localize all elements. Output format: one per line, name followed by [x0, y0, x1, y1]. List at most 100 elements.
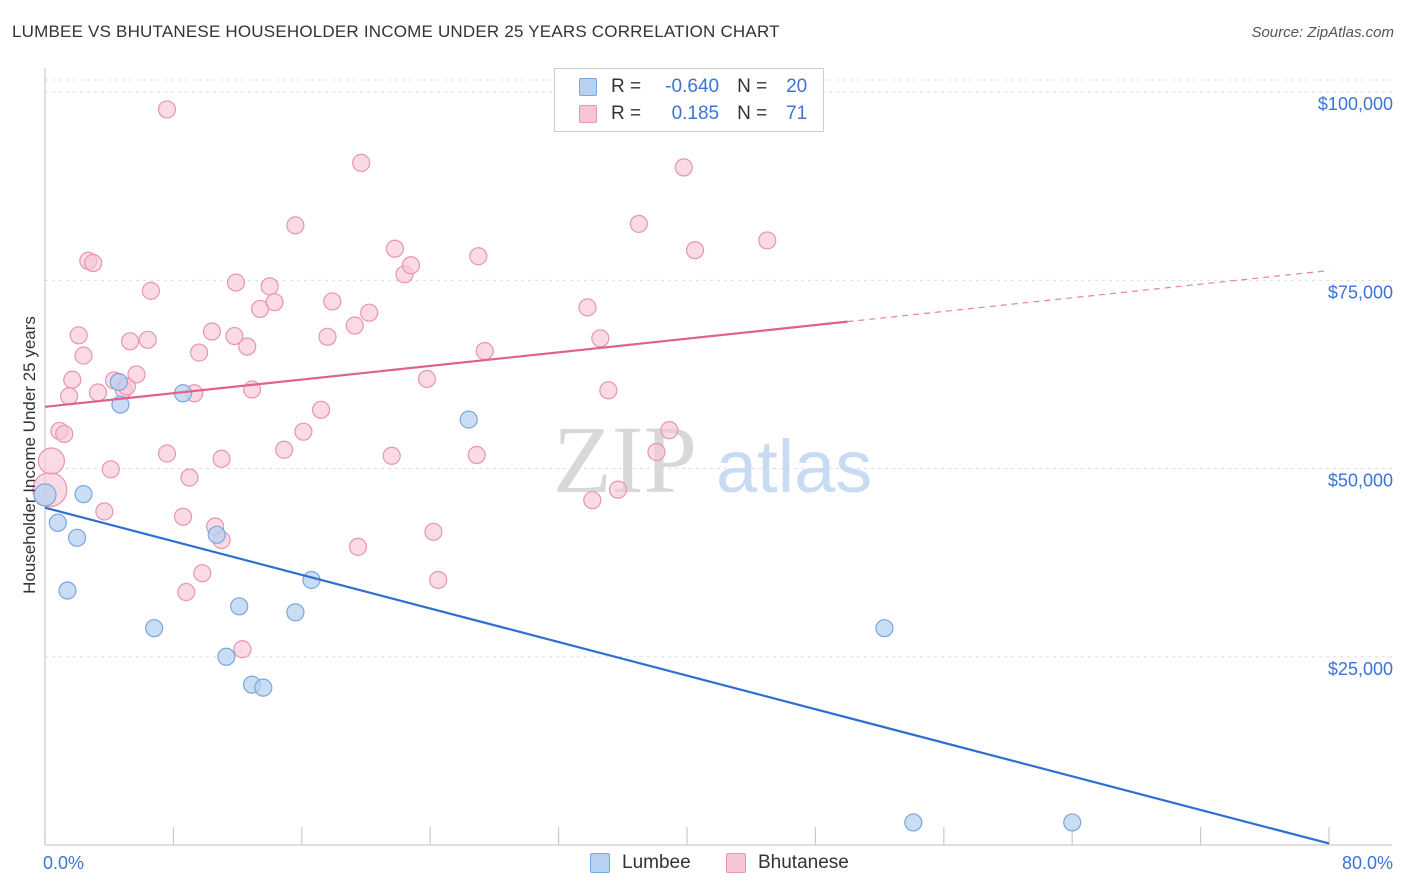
lumbee-n-value: 20	[786, 76, 808, 97]
bhutanese-point	[323, 292, 342, 311]
bhutanese-point	[352, 153, 371, 172]
bhutanese-r-value: 0.185	[671, 103, 720, 124]
bhutanese-point	[758, 231, 777, 250]
bhutanese-point	[660, 421, 679, 440]
y-tick-label: $50,000	[1328, 471, 1393, 491]
bhutanese-point	[120, 332, 140, 351]
bhutanese-swatch	[579, 105, 597, 123]
lumbee-r-value: -0.640	[665, 76, 720, 97]
bhutanese-point	[417, 369, 437, 389]
bhutanese-point	[674, 158, 693, 177]
bhutanese-point	[95, 502, 114, 521]
bhutanese-point	[141, 281, 161, 300]
bhutanese-point	[629, 214, 648, 233]
bhutanese-n-value: 71	[786, 103, 808, 124]
lumbee-point	[145, 619, 164, 638]
bhutanese-point	[385, 239, 404, 258]
lumbee-point	[254, 678, 273, 697]
bhutanese-point	[578, 298, 597, 317]
legend-item-bhutanese[interactable]: Bhutanese	[726, 852, 849, 874]
lumbee-point	[286, 603, 305, 622]
bhutanese-point	[401, 256, 421, 275]
lumbee-point	[904, 813, 923, 832]
bhutanese-point	[226, 273, 246, 292]
bhutanese-point	[260, 277, 279, 296]
bhutanese-point	[424, 522, 443, 541]
bhutanese-point	[88, 383, 108, 402]
bhutanese-point	[599, 381, 618, 400]
source-label: Source: ZipAtlas.com	[1251, 24, 1394, 41]
series-legend: Lumbee Bhutanese	[0, 852, 1406, 878]
lumbee-point	[207, 525, 226, 544]
bhutanese-point	[157, 444, 177, 463]
lumbee-point	[58, 581, 77, 600]
bhutanese-point	[212, 449, 231, 468]
bhutanese-point	[55, 424, 74, 444]
bhutanese-point	[429, 570, 448, 590]
bhutanese-point	[138, 330, 157, 349]
n-label: N =	[737, 76, 768, 97]
bhutanese-point	[583, 491, 602, 510]
r-label: R =	[611, 76, 642, 97]
legend-row-lumbee: R = -0.640 N = 20	[579, 75, 807, 99]
lumbee-point	[217, 647, 236, 666]
bhutanese-point	[467, 445, 486, 465]
lumbee-swatch	[579, 78, 597, 96]
bhutanese-point	[685, 241, 705, 260]
lumbee-point	[230, 597, 249, 616]
bhutanese-point	[74, 346, 93, 365]
n-label: N =	[737, 103, 768, 124]
bhutanese-point	[225, 326, 244, 346]
bhutanese-point	[294, 422, 313, 441]
bhutanese-point	[177, 582, 196, 602]
legend-item-lumbee[interactable]: Lumbee	[590, 852, 691, 874]
lumbee-point	[459, 410, 478, 429]
lumbee-legend-label: Lumbee	[622, 852, 691, 873]
x-tick-label-max: 80.0%	[1342, 853, 1393, 873]
correlation-legend: R = -0.640 N = 20 R = 0.185 N = 71	[554, 68, 824, 132]
bhutanese-point	[360, 303, 379, 322]
bhutanese-point	[318, 327, 337, 346]
lumbee-point	[1063, 813, 1082, 832]
tick-labels: $25,000 $50,000 $75,000 $100,000 0.0% 80.0%	[43, 94, 1393, 873]
bhutanese-point	[127, 365, 146, 384]
bhutanese-point	[238, 337, 257, 356]
lumbee-point	[48, 513, 67, 532]
bhutanese-point	[101, 460, 120, 479]
lumbee-point	[67, 528, 87, 547]
bhutanese-point	[608, 480, 628, 499]
lumbee-point	[33, 483, 57, 507]
bhutanese-trend-line	[44, 320, 848, 408]
bhutanese-point	[647, 442, 666, 462]
bhutanese-point	[233, 640, 252, 659]
bhutanese-point	[311, 400, 331, 419]
bhutanese-point	[286, 216, 305, 235]
lumbee-point	[74, 485, 93, 504]
bhutanese-point	[591, 329, 610, 348]
bhutanese-point	[189, 343, 209, 362]
bhutanese-point	[275, 440, 294, 459]
y-tick-label: $25,000	[1328, 659, 1393, 679]
bhutanese-point	[475, 342, 494, 361]
r-label: R =	[611, 103, 642, 124]
watermark-atlas: atlas	[716, 425, 872, 508]
bhutanese-point	[59, 387, 79, 406]
chart-title: LUMBEE VS BHUTANESE HOUSEHOLDER INCOME U…	[12, 22, 780, 41]
bhutanese-point	[180, 468, 199, 487]
bhutanese-point	[193, 564, 212, 583]
bhutanese-legend-label: Bhutanese	[758, 852, 849, 873]
zipatlas-watermark: ZIP atlas	[553, 406, 872, 513]
bhutanese-point	[173, 507, 193, 526]
watermark-zip: ZIP	[553, 406, 697, 513]
legend-row-bhutanese: R = 0.185 N = 71	[579, 102, 807, 126]
bhutanese-point	[345, 316, 364, 335]
bhutanese-point	[157, 100, 177, 119]
grid-lines	[45, 79, 1392, 658]
lumbee-point	[109, 372, 128, 392]
bhutanese-trend-extension	[847, 269, 1330, 323]
bhutanese-point	[202, 322, 222, 341]
bhutanese-point	[469, 247, 488, 266]
y-tick-label: $100,000	[1318, 94, 1393, 114]
lumbee-trend-line	[44, 506, 1330, 845]
